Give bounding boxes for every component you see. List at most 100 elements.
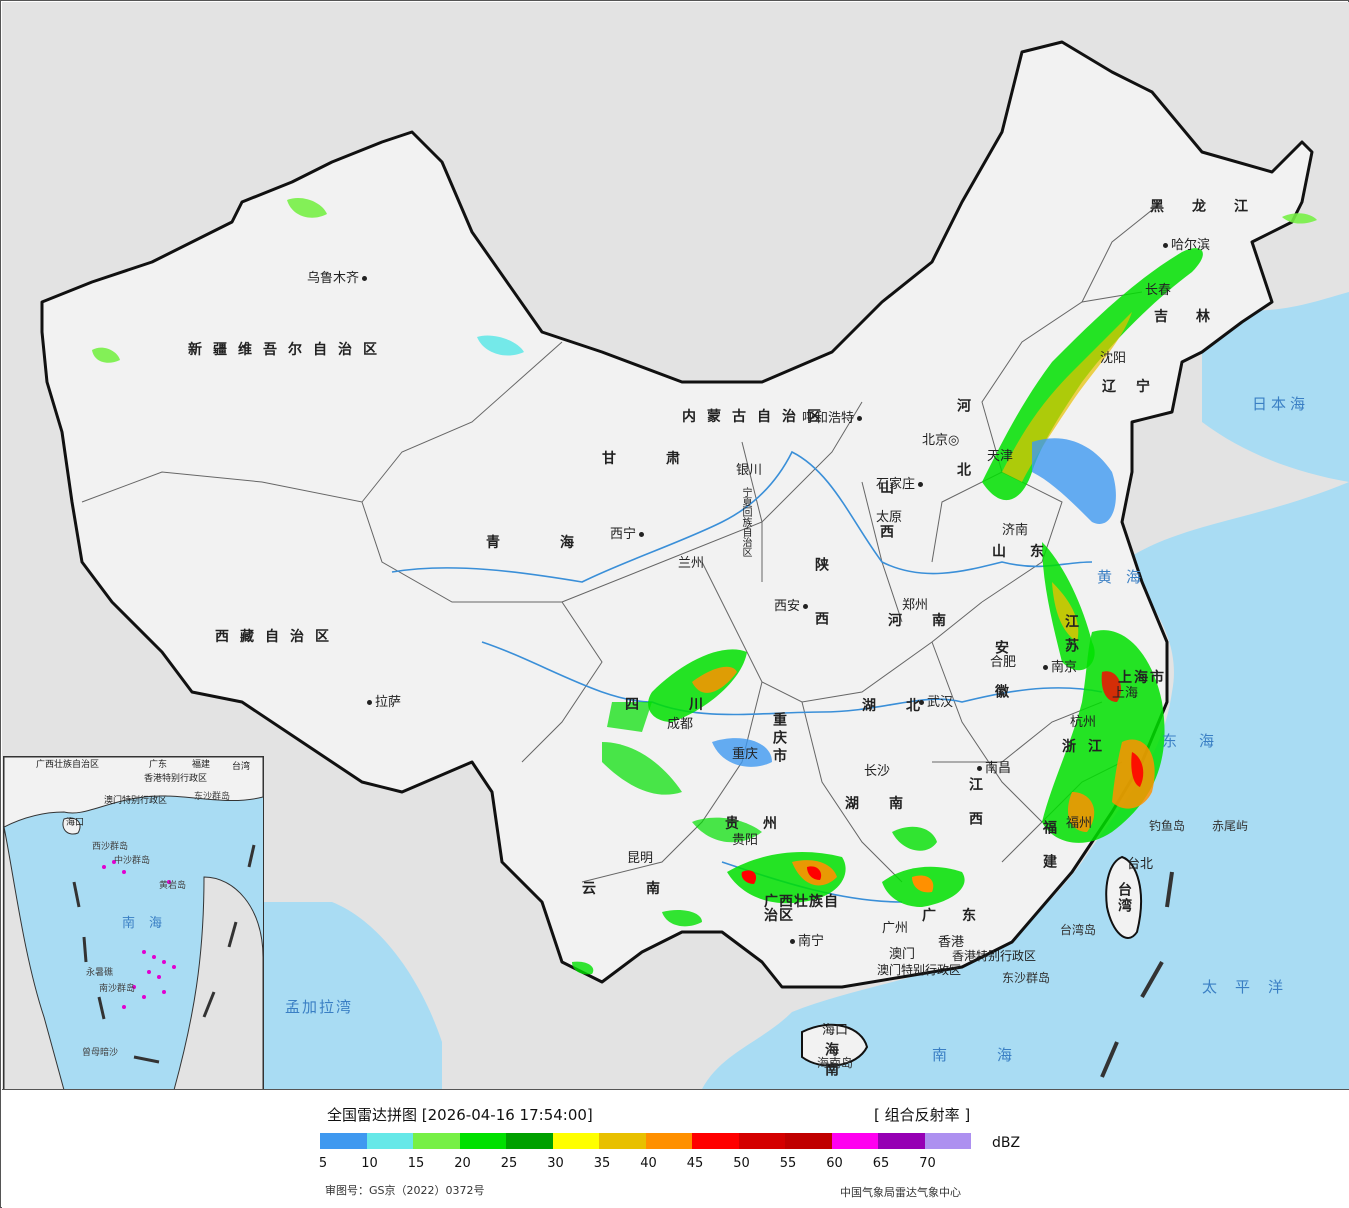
label-chongqing: 重庆市	[771, 712, 787, 766]
label-sichuan: 四川	[625, 697, 753, 713]
inset-label-yongshu: 永暑礁	[86, 968, 114, 978]
city-dot	[1043, 665, 1048, 670]
label-shanxi: 山西	[878, 480, 894, 568]
scale-swatch	[459, 1133, 506, 1149]
scale-tick-label: 30	[547, 1156, 564, 1171]
scale-tick-label: 60	[826, 1156, 843, 1171]
inset-label-fujian: 福建	[192, 760, 211, 770]
inset-label-zengmu: 曾母暗沙	[82, 1048, 119, 1058]
city-wuhan: 武汉	[916, 696, 953, 709]
scale-swatch	[785, 1133, 832, 1149]
label-macau-sar: 澳门特别行政区	[877, 963, 962, 977]
city-shijiazhuang: 石家庄	[876, 478, 926, 491]
scale-tick-label: 5	[318, 1156, 328, 1171]
inset-label-haikou: 海口	[66, 818, 85, 828]
sea-bay-of-bengal: 孟加拉湾	[285, 998, 354, 1016]
scale-tick-label: 20	[454, 1156, 471, 1171]
city-fuzhou: 福州	[1066, 816, 1093, 831]
city-dot	[367, 700, 372, 705]
city-dot	[919, 700, 924, 705]
city-dot	[977, 766, 982, 771]
china-outline	[40, 40, 1314, 989]
scale-tick-label: 65	[872, 1156, 890, 1171]
inset-label-guangxi: 广西壮族自治区	[36, 760, 100, 770]
city-lhasa: 拉萨	[364, 696, 401, 709]
city-dot	[1163, 243, 1168, 248]
scale-swatch	[645, 1133, 692, 1149]
legend-panel: 全国雷达拼图 [2026-04-16 17:54:00] [ 组合反射率 ] 5…	[2, 1089, 1349, 1208]
label-jiangsu: 江苏	[1063, 614, 1079, 662]
scale-swatch	[738, 1133, 785, 1149]
map-canvas	[2, 2, 1349, 1089]
label-xinjiang: 新疆维吾尔自治区	[188, 342, 388, 358]
city-dot	[918, 482, 924, 487]
inset-label-xisha: 西沙群岛	[92, 842, 129, 852]
scale-swatch	[366, 1133, 413, 1149]
label-xizang: 西藏自治区	[215, 629, 340, 645]
hainan-shape	[801, 1023, 869, 1067]
label-zhejiang: 浙江	[1062, 739, 1114, 755]
label-shanghai: 上海市	[1118, 670, 1166, 686]
label-fujian: 福建	[1041, 820, 1057, 888]
scale-tick-label: 45	[686, 1156, 704, 1171]
inset-label-hongkong: 香港特别行政区	[144, 774, 208, 784]
label-hongkong-sar: 香港特别行政区	[952, 949, 1037, 963]
label-shaanxi: 陕西	[813, 557, 829, 665]
inset-label-huangyan: 黄岩岛	[159, 881, 187, 891]
boundary-segments	[1100, 871, 1174, 1078]
label-taiwan: 台湾	[1116, 882, 1132, 914]
island-dongsha: 东沙群岛	[1002, 971, 1051, 985]
label-heilongjiang: 黑龙江	[1150, 199, 1276, 215]
city-nanjing: 南京	[1040, 661, 1077, 674]
label-liaoning: 辽宁	[1102, 379, 1170, 395]
scale-swatch	[878, 1133, 925, 1149]
unit-label: dBZ	[992, 1135, 1021, 1151]
label-jiangxi: 江西	[967, 777, 983, 845]
scale-tick-label: 25	[500, 1156, 518, 1171]
scale-tick-label: 35	[593, 1156, 611, 1171]
inset-label-taiwan: 台湾	[232, 762, 251, 772]
label-gansu: 甘肃	[602, 451, 730, 467]
inset-label-south-sea: 南海	[122, 916, 177, 931]
scale-tick-label: 50	[733, 1156, 750, 1171]
city-hongkong: 香港	[938, 935, 965, 950]
inset-label-dongsha: 东沙群岛	[194, 792, 231, 802]
city-dot	[790, 939, 795, 944]
city-guangzhou: 广州	[882, 921, 909, 936]
label-guizhou: 贵州	[725, 816, 801, 832]
label-neimenggu: 内蒙古自治区	[682, 409, 832, 425]
sea-pacific: 太平洋	[1202, 978, 1302, 996]
capital-icon: ◎	[948, 433, 960, 448]
ocean-japan-sea	[1202, 292, 1349, 482]
label-shandong: 山东	[992, 544, 1068, 560]
city-chongqing: 重庆	[732, 747, 759, 762]
label-anhui: 安徽	[993, 640, 1009, 728]
legend-title: 全国雷达拼图 [2026-04-16 17:54:00]	[327, 1106, 593, 1124]
scale-swatch	[413, 1133, 460, 1149]
city-kunming: 昆明	[627, 851, 654, 866]
radar-map: 新疆维吾尔自治区 西藏自治区 青海 甘肃 内蒙古自治区 黑龙江 吉林 辽宁 河北…	[2, 2, 1349, 1091]
scale-tick-label: 70	[919, 1156, 936, 1171]
city-xining: 西宁	[610, 528, 647, 541]
legend-product: [ 组合反射率 ]	[874, 1106, 971, 1124]
city-dot	[362, 276, 368, 281]
city-harbin: 哈尔滨	[1160, 239, 1210, 252]
city-nanning: 南宁	[787, 935, 824, 948]
city-changsha: 长沙	[864, 764, 891, 779]
scale-tick-label: 40	[640, 1156, 657, 1171]
island-hainan: 海南岛	[817, 1056, 854, 1070]
island-diaoyu: 钓鱼岛	[1149, 819, 1186, 833]
sea-east-china: 东海	[1162, 732, 1237, 750]
city-tianjin: 天津	[987, 449, 1014, 464]
city-lanzhou: 兰州	[678, 556, 705, 571]
ocean-bay-of-bengal	[262, 902, 442, 1089]
city-jinan: 济南	[1002, 523, 1029, 538]
label-jilin: 吉林	[1154, 309, 1238, 325]
taiwan-shape	[1105, 855, 1143, 939]
sea-south-china: 南海	[932, 1046, 1063, 1064]
city-shanghai: 上海	[1112, 686, 1139, 701]
color-scale	[320, 1133, 971, 1149]
scale-swatch	[692, 1133, 739, 1149]
city-hohhot: 呼和浩特	[802, 412, 865, 425]
city-dot	[803, 604, 809, 609]
